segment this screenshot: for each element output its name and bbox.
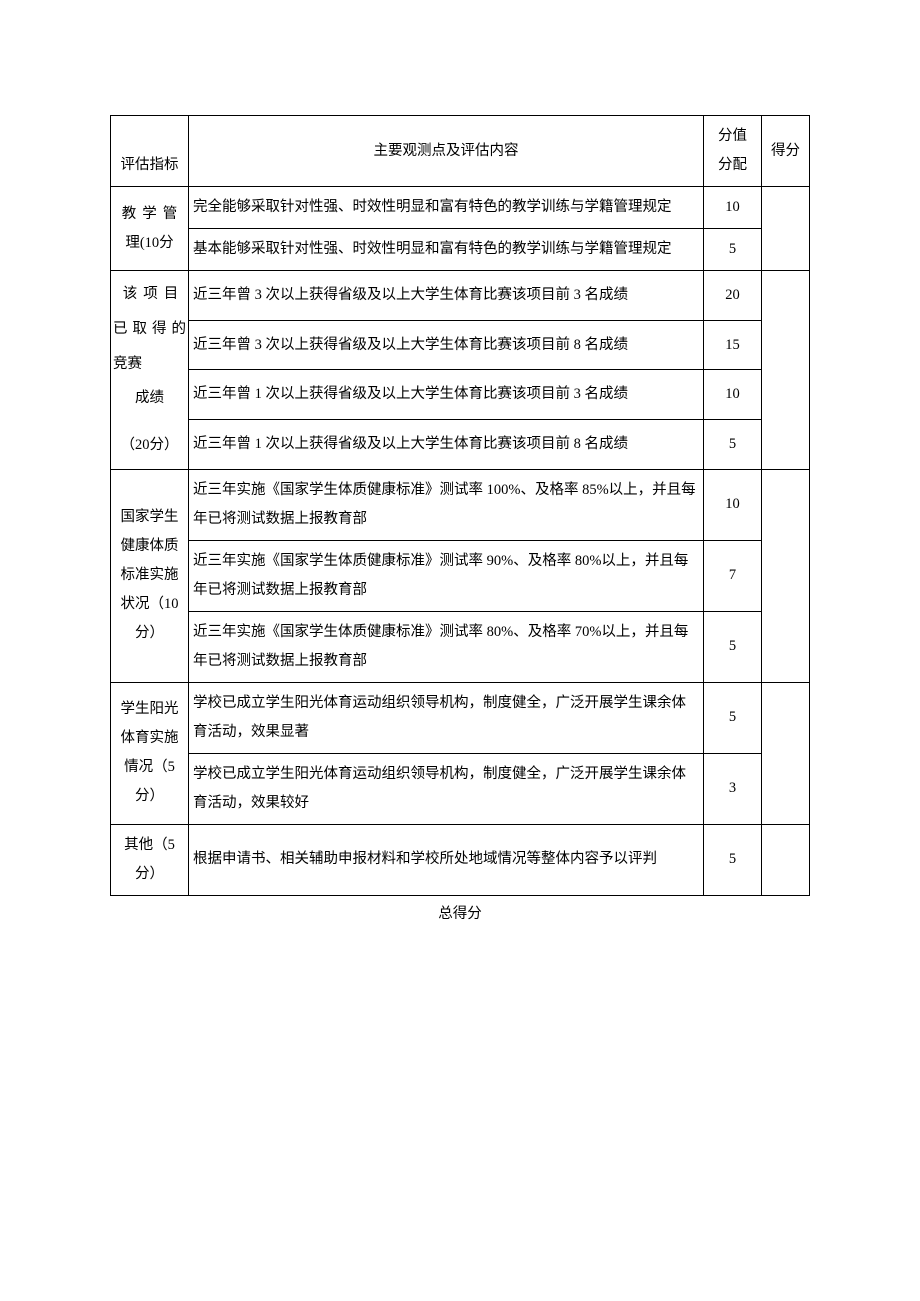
indicator-text: 国家学生 [113, 503, 186, 532]
header-indicator-bottom: 评估指标 [115, 151, 184, 180]
score-cell: 10 [704, 370, 762, 420]
content-cell: 学校已成立学生阳光体育运动组织领导机构，制度健全，广泛开展学生课余体育活动，效果… [189, 682, 704, 753]
total-score-label: 总得分 [110, 902, 810, 923]
score-cell: 7 [704, 540, 762, 611]
score-cell: 15 [704, 320, 762, 370]
score-cell: 10 [704, 187, 762, 229]
got-score-cell [762, 682, 810, 824]
content-cell: 近三年实施《国家学生体质健康标准》测试率 80%、及格率 70%以上，并且每年已… [189, 611, 704, 682]
indicator-text: 状况（10 [113, 590, 186, 619]
indicator-health-std: 国家学生 健康体质 标准实施 状况（10 分） [111, 469, 189, 682]
header-score-top: 分值 [708, 122, 757, 151]
indicator-text: 该项目 [113, 277, 186, 312]
table-row: 近三年实施《国家学生体质健康标准》测试率 90%、及格率 80%以上，并且每年已… [111, 540, 810, 611]
score-cell: 5 [704, 824, 762, 895]
content-cell: 近三年曾 1 次以上获得省级及以上大学生体育比赛该项目前 8 名成绩 [189, 420, 704, 470]
table-row: 近三年实施《国家学生体质健康标准》测试率 80%、及格率 70%以上，并且每年已… [111, 611, 810, 682]
content-cell: 学校已成立学生阳光体育运动组织领导机构，制度健全，广泛开展学生课余体育活动，效果… [189, 753, 704, 824]
content-cell: 基本能够采取针对性强、时效性明显和富有特色的教学训练与学籍管理规定 [189, 229, 704, 271]
indicator-competition: 该项目 已取得的 竞赛 成绩 （20分） [111, 271, 189, 470]
indicator-text: 体育实施 [113, 724, 186, 753]
indicator-text: （20分） [113, 428, 186, 463]
table-row: 学生阳光 体育实施 情况（5 分） 学校已成立学生阳光体育运动组织领导机构，制度… [111, 682, 810, 753]
got-score-cell [762, 271, 810, 470]
header-indicator: 评估指标 [111, 116, 189, 187]
indicator-text: 竞赛 [113, 347, 186, 382]
content-cell: 根据申请书、相关辅助申报材料和学校所处地域情况等整体内容予以评判 [189, 824, 704, 895]
content-cell: 近三年实施《国家学生体质健康标准》测试率 100%、及格率 85%以上，并且每年… [189, 469, 704, 540]
header-score-alloc: 分值 分配 [704, 116, 762, 187]
indicator-sunshine-sports: 学生阳光 体育实施 情况（5 分） [111, 682, 189, 824]
indicator-text: 健康体质 [113, 532, 186, 561]
score-cell: 20 [704, 271, 762, 321]
table-row: 近三年曾 1 次以上获得省级及以上大学生体育比赛该项目前 3 名成绩 10 [111, 370, 810, 420]
indicator-text: 分） [113, 619, 186, 648]
got-score-cell [762, 824, 810, 895]
header-content: 主要观测点及评估内容 [189, 116, 704, 187]
table-row: 国家学生 健康体质 标准实施 状况（10 分） 近三年实施《国家学生体质健康标准… [111, 469, 810, 540]
indicator-text: 标准实施 [113, 561, 186, 590]
indicator-text: 分） [113, 860, 186, 889]
indicator-text: 其他（5 [113, 831, 186, 860]
header-score-got: 得分 [762, 116, 810, 187]
indicator-other: 其他（5 分） [111, 824, 189, 895]
table-row: 学校已成立学生阳光体育运动组织领导机构，制度健全，广泛开展学生课余体育活动，效果… [111, 753, 810, 824]
score-cell: 5 [704, 420, 762, 470]
table-row: 其他（5 分） 根据申请书、相关辅助申报材料和学校所处地域情况等整体内容予以评判… [111, 824, 810, 895]
indicator-text: 分） [113, 782, 186, 811]
header-score-bottom: 分配 [708, 151, 757, 180]
got-score-cell [762, 469, 810, 682]
evaluation-table: 评估指标 主要观测点及评估内容 分值 分配 得分 教学管 理(10分 完全能够采… [110, 115, 810, 896]
indicator-text: 情况（5 [113, 753, 186, 782]
score-cell: 5 [704, 682, 762, 753]
indicator-text: 理(10分 [111, 229, 188, 258]
score-cell: 5 [704, 229, 762, 271]
indicator-text: 学生阳光 [113, 695, 186, 724]
indicator-text: 已取得的 [113, 312, 186, 347]
content-cell: 完全能够采取针对性强、时效性明显和富有特色的教学训练与学籍管理规定 [189, 187, 704, 229]
got-score-cell [762, 187, 810, 271]
indicator-text: 教学管 [111, 200, 188, 229]
content-cell: 近三年曾 3 次以上获得省级及以上大学生体育比赛该项目前 8 名成绩 [189, 320, 704, 370]
table-header-row: 评估指标 主要观测点及评估内容 分值 分配 得分 [111, 116, 810, 187]
content-cell: 近三年曾 3 次以上获得省级及以上大学生体育比赛该项目前 3 名成绩 [189, 271, 704, 321]
table-row: 近三年曾 1 次以上获得省级及以上大学生体育比赛该项目前 8 名成绩 5 [111, 420, 810, 470]
score-cell: 3 [704, 753, 762, 824]
content-cell: 近三年实施《国家学生体质健康标准》测试率 90%、及格率 80%以上，并且每年已… [189, 540, 704, 611]
table-row: 近三年曾 3 次以上获得省级及以上大学生体育比赛该项目前 8 名成绩 15 [111, 320, 810, 370]
table-row: 该项目 已取得的 竞赛 成绩 （20分） 近三年曾 3 次以上获得省级及以上大学… [111, 271, 810, 321]
table-row: 教学管 理(10分 完全能够采取针对性强、时效性明显和富有特色的教学训练与学籍管… [111, 187, 810, 229]
content-cell: 近三年曾 1 次以上获得省级及以上大学生体育比赛该项目前 3 名成绩 [189, 370, 704, 420]
score-cell: 10 [704, 469, 762, 540]
score-cell: 5 [704, 611, 762, 682]
table-row: 基本能够采取针对性强、时效性明显和富有特色的教学训练与学籍管理规定 5 [111, 229, 810, 271]
indicator-teaching-mgmt: 教学管 理(10分 [111, 187, 189, 271]
indicator-text: 成绩 [113, 381, 186, 416]
